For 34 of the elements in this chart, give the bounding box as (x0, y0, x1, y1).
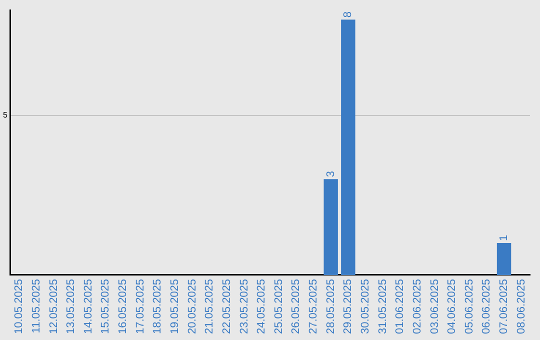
x-tick-label: 22.05.2025 (220, 278, 233, 334)
x-tick-label: 25.05.2025 (272, 278, 285, 334)
x-tick-label: 08.06.2025 (515, 278, 528, 334)
x-tick-label: 10.05.2025 (13, 278, 26, 334)
x-tick-label: 02.06.2025 (411, 278, 424, 334)
x-tick-label: 13.05.2025 (65, 278, 78, 334)
x-tick-label: 31.05.2025 (376, 278, 389, 334)
x-tick-label: 18.05.2025 (152, 278, 164, 334)
x-tick-label: 07.06.2025 (498, 278, 510, 334)
x-tick-label: 04.06.2025 (446, 278, 458, 334)
x-tick-label: 21.05.2025 (204, 278, 216, 334)
x-tick-label: 01.06.2025 (394, 278, 406, 334)
x-tick-label: 24.05.2025 (256, 278, 268, 334)
data-label: 8 (342, 11, 354, 18)
x-tick-label: 19.05.2025 (169, 278, 182, 334)
x-tick-label: 11.05.2025 (30, 278, 42, 334)
x-tick-label: 29.05.2025 (342, 278, 354, 334)
data-label: 3 (324, 171, 337, 178)
x-tick-label: 26.05.2025 (290, 278, 302, 334)
x-tick-label: 30.05.2025 (360, 278, 372, 334)
x-tick-label: 06.06.2025 (480, 278, 493, 334)
x-tick-label: 27.05.2025 (308, 278, 320, 334)
data-label: 1 (498, 234, 510, 242)
x-tick-label: 03.06.2025 (428, 278, 441, 334)
x-tick-label: 23.05.2025 (238, 278, 250, 334)
x-tick-label: 12.05.2025 (48, 278, 60, 334)
y-tick-label: 5 (2, 110, 8, 120)
x-tick-label: 28.05.2025 (324, 278, 337, 334)
x-tick-label: 17.05.2025 (134, 278, 146, 334)
x-tick-label: 14.05.2025 (82, 278, 94, 334)
x-tick-label: 05.06.2025 (463, 278, 476, 334)
x-tick-label: 16.05.2025 (117, 278, 130, 334)
x-tick-label: 15.05.2025 (100, 278, 112, 334)
x-tick-label: 20.05.2025 (186, 278, 198, 334)
